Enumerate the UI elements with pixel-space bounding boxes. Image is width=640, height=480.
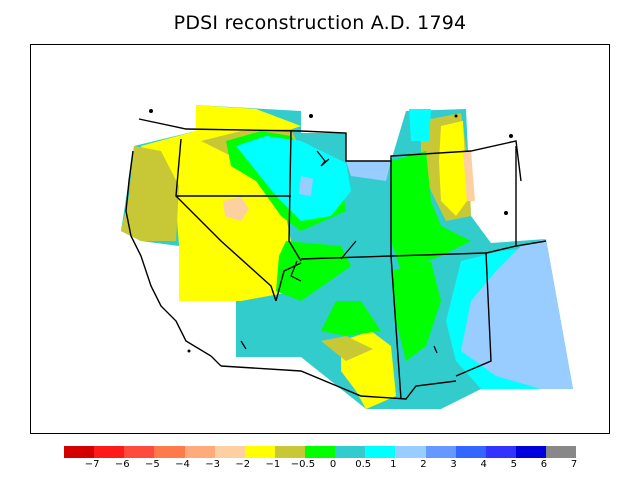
- legend-swatch: [425, 446, 456, 458]
- legend-swatch: [365, 446, 396, 458]
- northern-boundary-line: [138, 118, 522, 182]
- legend-tick-label: −7: [84, 459, 100, 470]
- id-ut-border: [288, 130, 302, 262]
- legend-tick-label: 2: [420, 459, 427, 470]
- field-green-southwest: [321, 301, 381, 336]
- field-peach-2: [463, 151, 475, 201]
- legend-swatch: [485, 446, 516, 458]
- legend-tick-label: 1: [390, 459, 397, 470]
- map-title: PDSI reconstruction A.D. 1794: [173, 12, 467, 34]
- legend-swatch: [244, 446, 275, 458]
- color-legend: [64, 446, 577, 458]
- field-green-east: [391, 151, 471, 271]
- legend-swatch: [124, 446, 155, 458]
- field-green-south: [391, 261, 441, 361]
- field-olive-west: [121, 146, 179, 241]
- field-yellow-west: [141, 105, 301, 301]
- field-cyan-ne: [409, 109, 431, 141]
- reconstruction-fields: [121, 105, 573, 409]
- legend-swatch: [395, 446, 426, 458]
- small-lakes: [149, 109, 513, 353]
- lake-2: [290, 260, 302, 282]
- legend-tick-label: −0.5: [290, 459, 316, 470]
- legend-tick-label: 7: [570, 459, 578, 470]
- legend-tick-label: −2: [235, 459, 251, 470]
- legend-tick-label: −1: [265, 459, 281, 470]
- southern-border: [220, 365, 457, 400]
- legend-swatch: [335, 446, 366, 458]
- lake-dot-4: [504, 211, 508, 215]
- legend-swatch: [305, 446, 336, 458]
- field-olive-south: [321, 336, 373, 361]
- field-green-middle: [276, 241, 351, 301]
- legend-swatch: [214, 446, 245, 458]
- legend-tick-label: 3: [450, 459, 457, 470]
- field-yellow-east: [439, 121, 467, 216]
- lake-dot-6: [187, 349, 191, 353]
- lake-3: [240, 340, 247, 350]
- legend-tick-label: −6: [114, 459, 130, 470]
- legend-swatch: [455, 446, 486, 458]
- legend-tick-label: 6: [540, 459, 548, 470]
- lake-dot-3: [509, 134, 513, 138]
- legend-tick-label: −4: [175, 459, 190, 470]
- legend-tick-label: 4: [480, 459, 487, 470]
- map-frame: [30, 44, 610, 434]
- legend-swatch: [64, 446, 95, 458]
- legend-swatch: [184, 446, 215, 458]
- lakes: [240, 150, 438, 354]
- legend-swatch: [274, 446, 305, 458]
- pdsi-map: [121, 105, 573, 409]
- lake-1: [340, 240, 357, 260]
- field-lightblue-east: [461, 239, 573, 389]
- field-lightblue-north: [299, 176, 313, 196]
- boundary-lines: [125, 118, 547, 400]
- west-coast-line: [125, 150, 222, 367]
- nv-ca-border: [175, 138, 277, 302]
- lake-dot-2: [309, 114, 313, 118]
- lake-dot-1: [149, 109, 153, 113]
- legend-swatch: [546, 446, 577, 458]
- legend-tick-label: −3: [205, 459, 220, 470]
- great-salt-lake: [316, 150, 330, 167]
- legend-swatch: [154, 446, 185, 458]
- az-nm-border: [390, 255, 402, 400]
- legend-tick-label: 0: [329, 459, 337, 470]
- color-legend-labels: −7 −6 −5 −4 −3 −2 −1 −0.5 0 0.5 1 2 3 4 5 6 7: [0, 459, 640, 473]
- legend-swatch: [94, 446, 125, 458]
- legend-swatch: [515, 446, 546, 458]
- field-lightblue-nc: [346, 161, 391, 181]
- legend-tick-label: −5: [144, 459, 160, 470]
- lake-4: [433, 345, 438, 354]
- nm-east-border: [455, 252, 492, 377]
- legend-tick-label: 0.5: [355, 459, 372, 470]
- field-peach-1: [223, 197, 249, 221]
- legend-tick-label: 5: [510, 459, 517, 470]
- lake-dot-5: [454, 114, 458, 118]
